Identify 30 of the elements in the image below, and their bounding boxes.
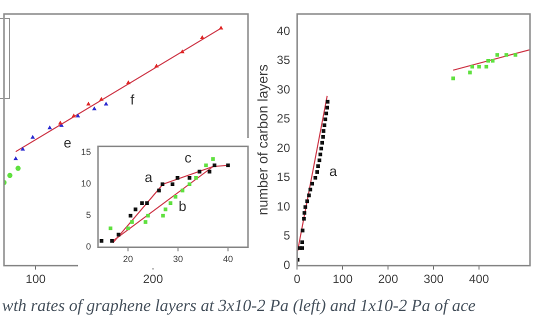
y-tick-label: 15 <box>80 147 92 158</box>
series-label: e <box>64 134 72 150</box>
y-tick-label: 25 <box>276 112 290 126</box>
x-tick-label: 100 <box>332 272 353 286</box>
y-tick-label: 5 <box>283 228 290 243</box>
y-tick-label: 0 <box>86 242 92 252</box>
x-tick-label: 400 <box>469 272 490 286</box>
annotation: c <box>184 149 192 166</box>
x-tick-label: 30 <box>172 254 184 264</box>
series-label: b <box>178 198 187 214</box>
y-tick-label: 20 <box>276 140 290 155</box>
x-tick-label: 20 <box>123 254 134 264</box>
series-label: a <box>329 162 338 179</box>
y-tick-label: 40 <box>276 24 290 38</box>
x-tick-label: 200 <box>378 272 398 286</box>
series-label: a <box>144 169 153 186</box>
series-label: f <box>130 92 134 108</box>
y-tick-label: 10 <box>80 178 92 189</box>
y-tick-label: 15 <box>276 170 290 184</box>
text: wth rates of graphene layers at 3x10-2 Pa (left) and 1x10-2 Pa of ace <box>2 296 476 316</box>
y-axis-title: number of carbon layers <box>254 64 270 216</box>
x-tick-label: 300 <box>424 272 444 286</box>
x-tick-label: 100 <box>26 272 46 286</box>
y-tick-label: 30 <box>276 82 290 96</box>
y-tick-label: 35 <box>276 53 290 68</box>
x-tick-label: 0 <box>294 272 301 286</box>
y-tick-label: 10 <box>276 199 290 214</box>
y-tick-label: 5 <box>86 210 92 220</box>
x-tick-label: 200 <box>142 272 164 286</box>
x-tick-label: 40 <box>222 254 234 264</box>
